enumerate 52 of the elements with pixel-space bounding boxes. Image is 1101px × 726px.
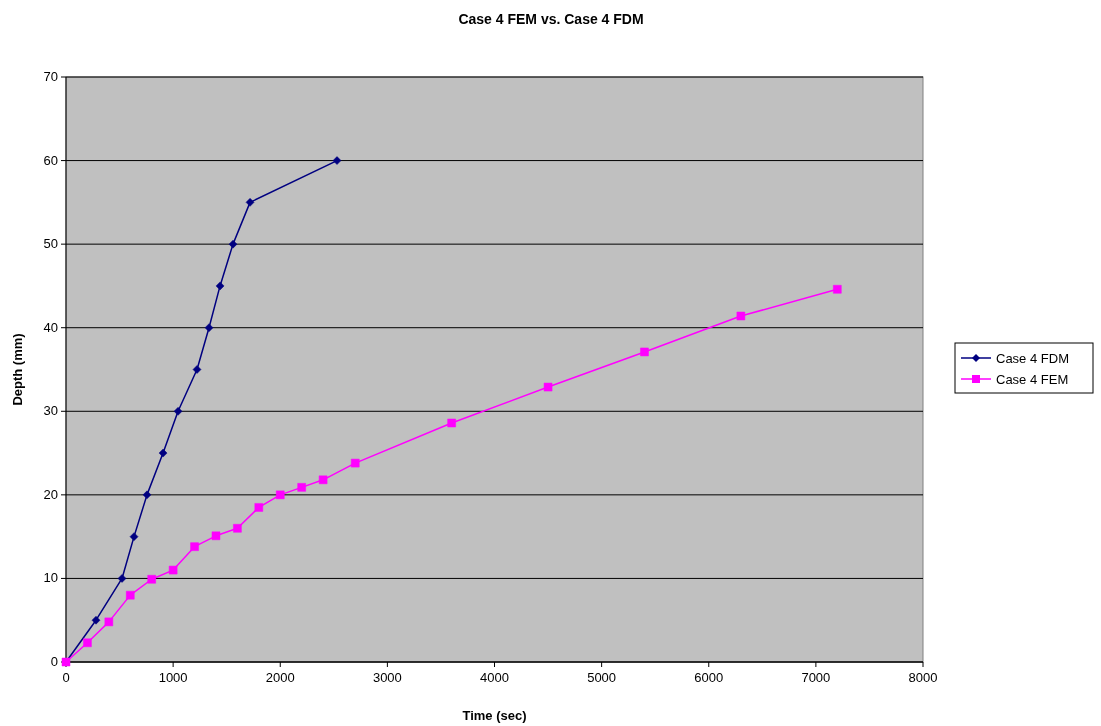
- point: [91, 615, 101, 625]
- point: [447, 418, 456, 428]
- y-tick-label: 30: [43, 403, 58, 419]
- y-tick-label: 40: [43, 319, 58, 335]
- chart-title: Case 4 FEM vs. Case 4 FDM: [458, 11, 644, 27]
- point: [245, 198, 255, 207]
- point: [543, 382, 553, 392]
- point: [142, 490, 152, 500]
- y-tick-label: 70: [43, 69, 58, 84]
- point: [104, 617, 114, 627]
- point: [173, 407, 183, 416]
- point: [83, 638, 92, 648]
- point: [190, 542, 199, 551]
- x-tick-label: 7000: [801, 670, 831, 685]
- y-tick-label: 60: [43, 152, 58, 168]
- point: [204, 323, 214, 332]
- y-tick-label: 10: [43, 570, 58, 586]
- x-tick-label: 6000: [694, 670, 724, 685]
- x-tick-label: 8000: [908, 670, 938, 685]
- point: [318, 475, 328, 485]
- point: [168, 565, 178, 575]
- point: [126, 590, 135, 600]
- point: [833, 285, 842, 294]
- x-tick-label: 4000: [480, 670, 509, 685]
- y-tick-label: 20: [43, 486, 58, 502]
- point: [147, 575, 156, 584]
- legend-label: Case 4 FEM: [996, 372, 1069, 387]
- x-tick-label: 2000: [265, 670, 295, 685]
- x-tick-label: 5000: [587, 670, 617, 685]
- x-tick-label: 0: [62, 670, 70, 685]
- legend-label: Case 4 FDM: [996, 351, 1069, 366]
- point: [254, 503, 264, 512]
- point: [215, 281, 225, 291]
- point: [332, 156, 342, 165]
- point: [233, 524, 242, 533]
- point: [158, 448, 168, 458]
- point: [276, 490, 285, 500]
- point: [640, 347, 649, 357]
- point: [297, 483, 306, 492]
- x-tick-label: 1000: [158, 670, 188, 685]
- point: [192, 365, 202, 374]
- point: [211, 531, 221, 541]
- point: [736, 311, 746, 321]
- point: [228, 239, 238, 249]
- point: [129, 532, 139, 541]
- y-axis-title: Depth (mm): [10, 333, 25, 406]
- x-tick-label: 3000: [372, 670, 402, 685]
- y-tick-label: 50: [43, 236, 58, 252]
- x-axis-title: Time (sec): [462, 708, 527, 723]
- point: [117, 574, 127, 583]
- y-tick-label: 0: [50, 654, 58, 669]
- point: [350, 458, 360, 468]
